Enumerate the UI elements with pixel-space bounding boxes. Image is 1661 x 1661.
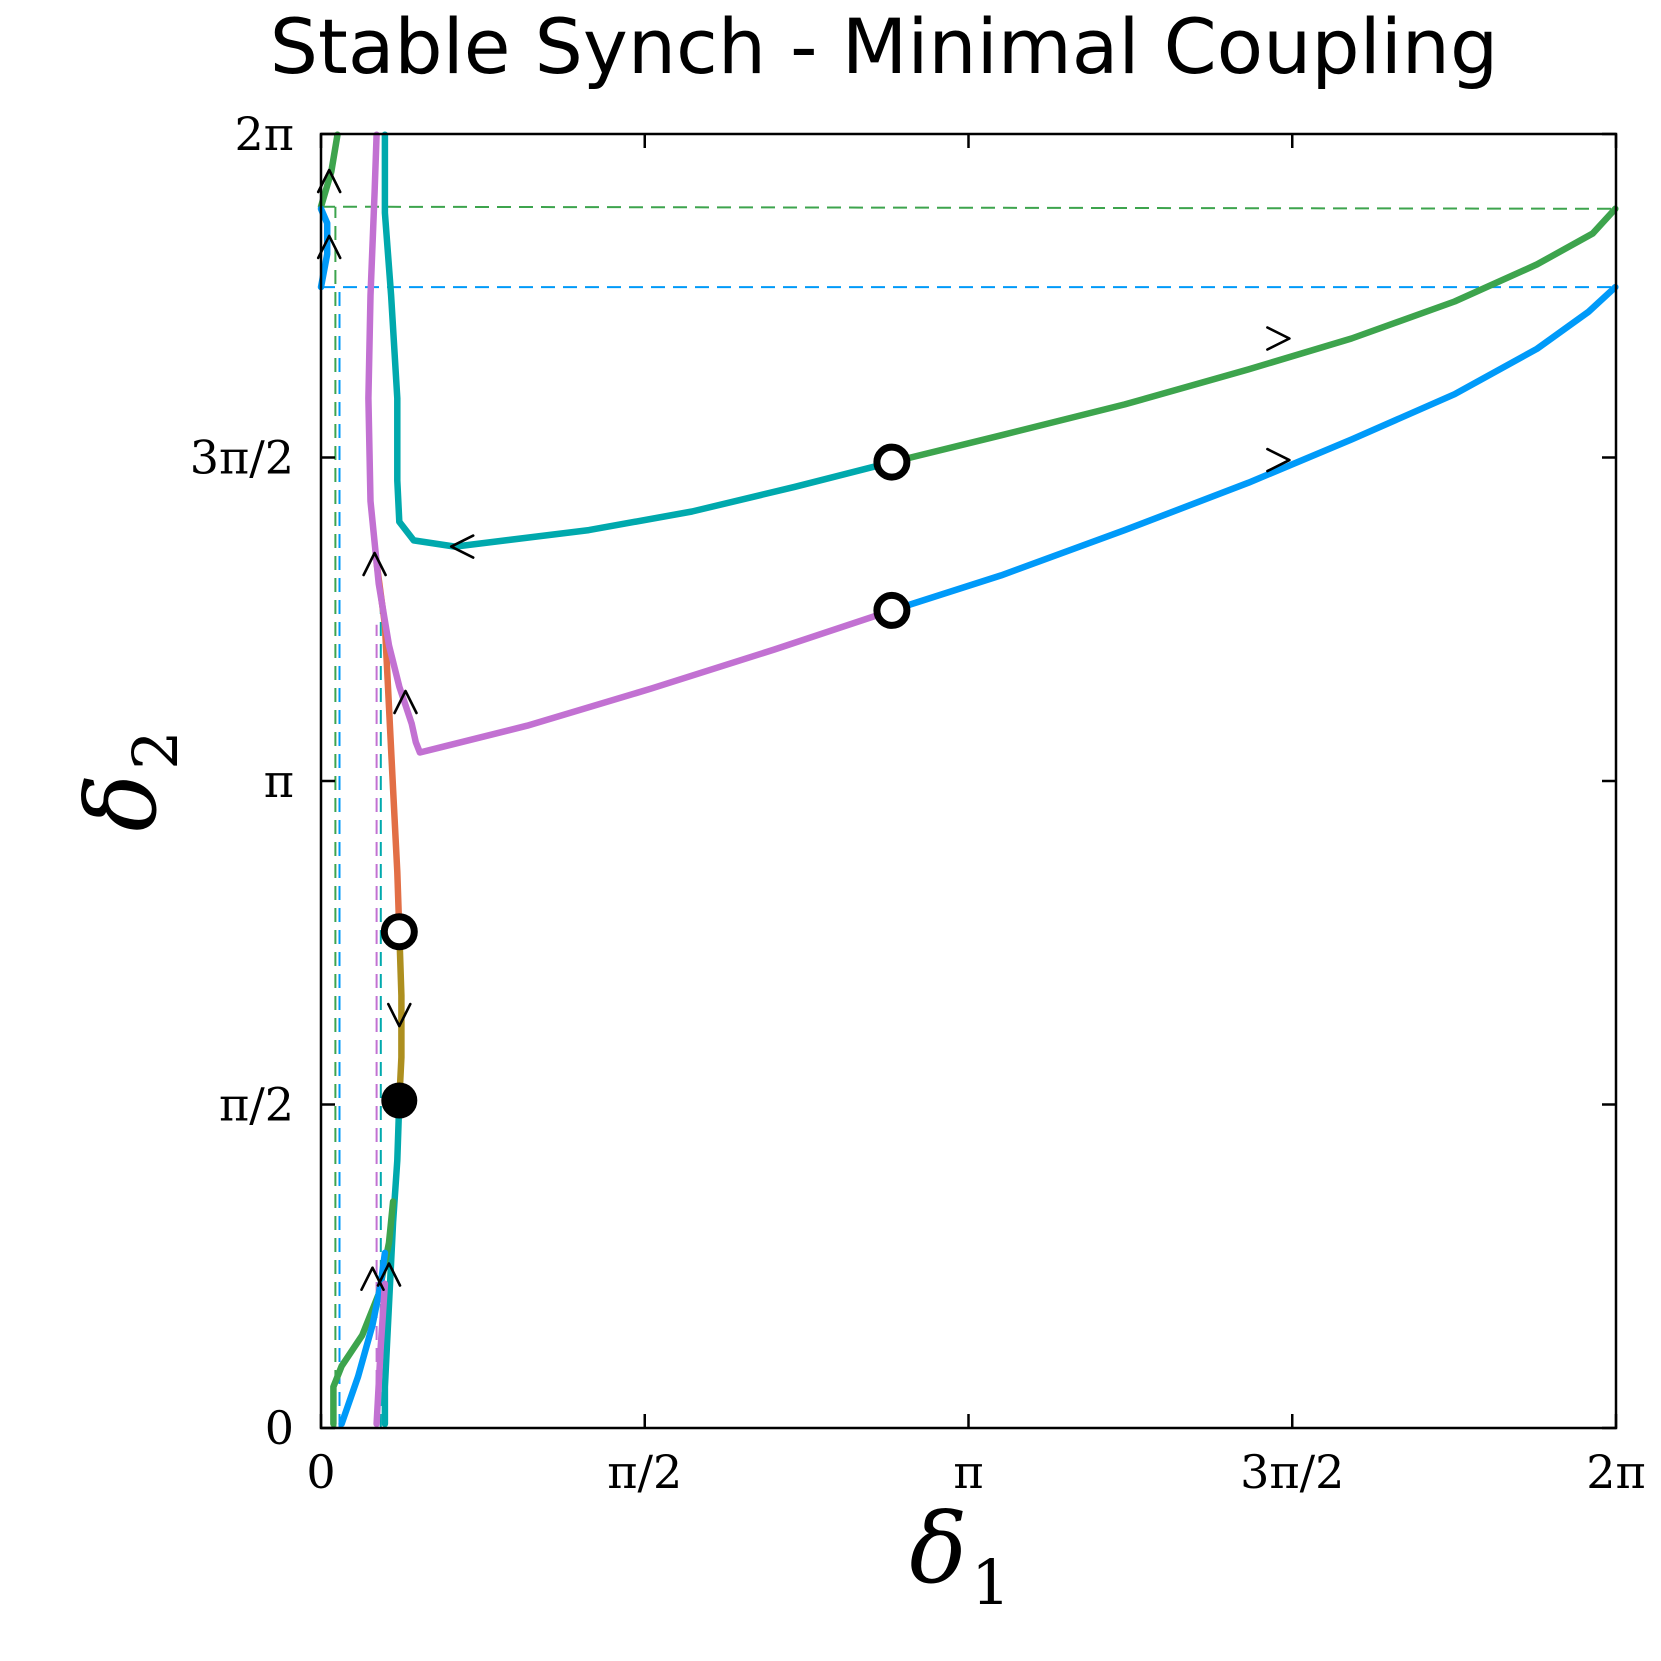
- dashed-guide-0: [320, 205, 1616, 210]
- trajectory-11: [373, 1280, 389, 1428]
- x-axis-label: δ1: [909, 1493, 1010, 1619]
- chart-title: Stable Synch - Minimal Coupling: [270, 2, 1498, 91]
- y-axis-label: δ2: [66, 730, 192, 831]
- direction-arrow-left: [449, 534, 475, 559]
- y-tick-label: 2π: [235, 107, 295, 161]
- direction-arrow-right: [1266, 326, 1291, 351]
- y-tick-label: π: [264, 754, 294, 808]
- x-axis-ticks: 0 π/2 π 3π/2 2π: [306, 134, 1646, 1499]
- trajectory-1: [396, 928, 405, 1104]
- y-tick-label: π/2: [219, 1078, 294, 1132]
- trajectory-3: [381, 131, 896, 550]
- x-tick-label: π/2: [607, 1445, 682, 1499]
- x-tick-label: π: [953, 1445, 983, 1499]
- plot-frame: [319, 132, 1618, 1430]
- trajectory-7: [888, 283, 1619, 614]
- x-tick-label: 3π/2: [1240, 1445, 1344, 1499]
- stable-equilibrium-point: [381, 1082, 418, 1119]
- trajectory-5: [330, 1198, 397, 1428]
- trajectory-8: [338, 1249, 389, 1428]
- equilibrium-points: [380, 443, 911, 1119]
- trajectory-2: [381, 1097, 403, 1428]
- x-tick-label: 0: [306, 1445, 335, 1499]
- unstable-equilibrium-point: [873, 443, 911, 481]
- y-axis-ticks: 0 π/2 π 3π/2 2π: [190, 107, 1616, 1455]
- direction-arrows: [316, 168, 1291, 1291]
- direction-arrow-up: [362, 551, 387, 577]
- trajectory-4: [888, 205, 1619, 466]
- trajectories: [317, 131, 1619, 1428]
- unstable-equilibrium-point: [380, 913, 418, 951]
- direction-arrow-right: [1266, 447, 1291, 473]
- trajectory-10: [365, 131, 896, 756]
- dashed-guides: [320, 205, 1616, 1428]
- direction-arrow-up: [376, 1262, 402, 1287]
- x-tick-label: 2π: [1586, 1445, 1646, 1499]
- unstable-equilibrium-point: [873, 591, 911, 629]
- y-tick-label: 0: [265, 1401, 294, 1455]
- direction-arrow-down: [386, 1002, 412, 1028]
- direction-arrow-up: [393, 689, 418, 715]
- y-tick-label: 3π/2: [190, 431, 294, 485]
